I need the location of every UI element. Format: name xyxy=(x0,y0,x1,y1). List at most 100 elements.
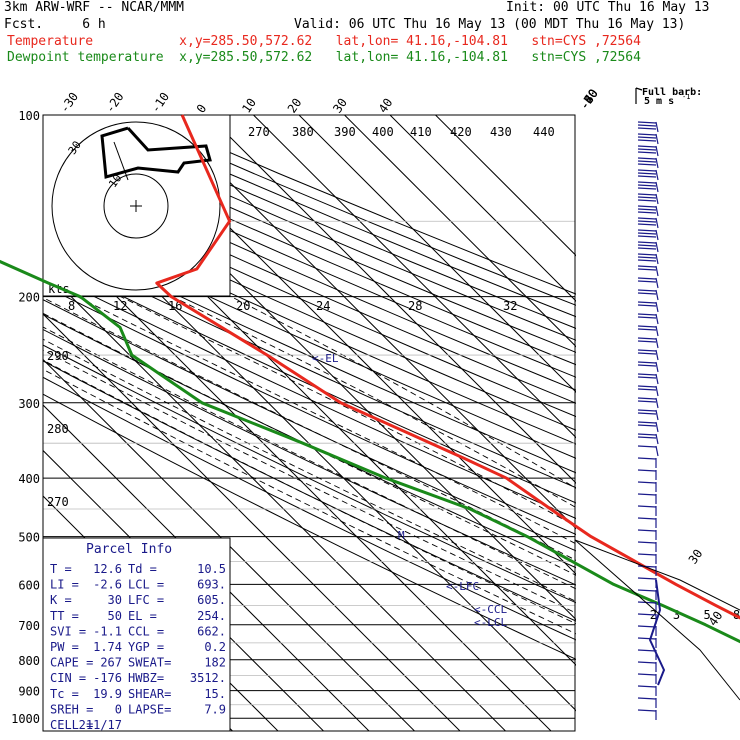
barb-flag xyxy=(637,469,657,472)
isotherm-label: 0 xyxy=(194,102,210,116)
barb-flag xyxy=(637,388,657,391)
barb-flag xyxy=(637,223,657,226)
isotherm-label: 10 xyxy=(239,96,259,116)
isotherm-label: -20 xyxy=(103,90,127,116)
barb-flag xyxy=(637,541,657,544)
temperature-line xyxy=(155,114,740,620)
barb-flag xyxy=(637,340,657,343)
barb-flag xyxy=(637,685,657,688)
barb-legend-sup: -1 xyxy=(682,93,690,101)
parcel-value: -2.6 xyxy=(93,578,122,592)
barb-flag xyxy=(637,364,657,367)
isotherm-line xyxy=(344,115,576,348)
barb-flag xyxy=(637,376,657,379)
barb-flag xyxy=(637,163,657,166)
barb-flag xyxy=(637,199,657,202)
parcel-label: Tc = xyxy=(50,687,79,701)
parcel-value: 19.9 xyxy=(93,687,122,701)
barb-flag xyxy=(637,136,657,139)
isotherm-line xyxy=(43,313,461,731)
dry-adiabat-line xyxy=(43,204,576,445)
barb-flag xyxy=(637,337,657,340)
barb-flag xyxy=(637,187,657,190)
parcel-value: 211/17 xyxy=(79,718,122,732)
parcel-label: SREH = xyxy=(50,702,93,716)
ring-line-30 xyxy=(574,539,740,611)
theta-label: 400 xyxy=(372,125,394,139)
parcel-value: 50 xyxy=(108,609,122,623)
barb-flag xyxy=(637,169,657,172)
barb-flag xyxy=(637,505,657,508)
theta-side-label: 280 xyxy=(47,422,69,436)
barb-flag xyxy=(637,577,657,580)
parcel-box xyxy=(42,537,231,732)
parcel-label: CCL = xyxy=(128,624,164,638)
parcel-value: 254. xyxy=(197,609,226,623)
parcel-value: 0.2 xyxy=(204,640,226,654)
pressure-tick-label: 900 xyxy=(18,685,40,699)
parcel-label: CAPE = xyxy=(50,656,93,670)
dry-adiabat-line xyxy=(43,270,576,520)
barb-flag xyxy=(637,280,657,283)
isotherm-line xyxy=(207,115,576,484)
barb-flag xyxy=(637,217,657,220)
barb-staff xyxy=(655,193,659,205)
theta-label: 440 xyxy=(533,125,555,139)
mixing-ratio-label: 3 xyxy=(673,608,680,622)
barb-staff xyxy=(655,121,659,133)
barb-legend-line2: 5 m s xyxy=(644,96,674,107)
parcel-label: CIN = xyxy=(50,671,86,685)
barb-flag xyxy=(637,229,657,232)
barb-flag xyxy=(637,421,657,424)
parcel-value: -1.1 xyxy=(93,624,122,638)
barb-flag xyxy=(637,148,657,151)
barb-flag xyxy=(637,400,657,403)
parcel-value: 662. xyxy=(197,624,226,638)
barb-flag xyxy=(637,457,657,460)
pressure-tick-label: 800 xyxy=(18,654,40,668)
parcel-value: 15. xyxy=(204,687,226,701)
barb-flag xyxy=(637,181,657,184)
barb-flag xyxy=(637,235,657,238)
barb-flag xyxy=(637,268,657,271)
barb-flag xyxy=(637,385,657,388)
isotherm-line xyxy=(298,115,576,393)
parcel-label: HWBZ= xyxy=(128,671,164,685)
dry-adiabat-line xyxy=(43,393,576,660)
pressure-tick-label: 400 xyxy=(18,472,40,486)
barb-staff xyxy=(655,301,659,313)
moist-adiabat-line xyxy=(43,338,576,602)
barb-flag xyxy=(637,373,657,376)
parcel-value: 182 xyxy=(204,656,226,670)
barb-staff xyxy=(655,373,659,385)
barb-staff xyxy=(655,157,659,169)
barb-flag xyxy=(637,133,657,136)
hodo-axis xyxy=(113,141,129,181)
hodo-speed-label: 24 xyxy=(316,299,330,313)
dry-adiabat-line xyxy=(43,144,576,378)
theta-label: 420 xyxy=(450,125,472,139)
dry-adiabat-line xyxy=(43,230,576,474)
parcel-label: SVI = xyxy=(50,624,86,638)
moist-adiabat-line xyxy=(43,359,576,625)
hodo-speed-label: 32 xyxy=(503,299,517,313)
theta-side-label: 270 xyxy=(47,495,69,509)
barb-flag xyxy=(637,193,657,196)
isotherm-line xyxy=(43,267,506,731)
barb-flag xyxy=(637,208,657,211)
barb-flag xyxy=(637,205,657,208)
barb-flag xyxy=(637,325,657,328)
hodo-trace xyxy=(100,126,212,179)
barb-staff xyxy=(655,433,659,445)
barb-flag xyxy=(637,445,657,448)
barb-flag xyxy=(637,601,657,604)
dry-adiabat-line xyxy=(43,192,576,431)
parcel-value: 3512. xyxy=(190,671,226,685)
dry-adiabat-line xyxy=(43,313,576,569)
barb-flag xyxy=(637,157,657,160)
el-marker: <-EL xyxy=(312,352,339,365)
barb-staff xyxy=(655,325,659,337)
parcel-label: T = xyxy=(50,562,72,576)
barb-flag xyxy=(637,289,657,292)
